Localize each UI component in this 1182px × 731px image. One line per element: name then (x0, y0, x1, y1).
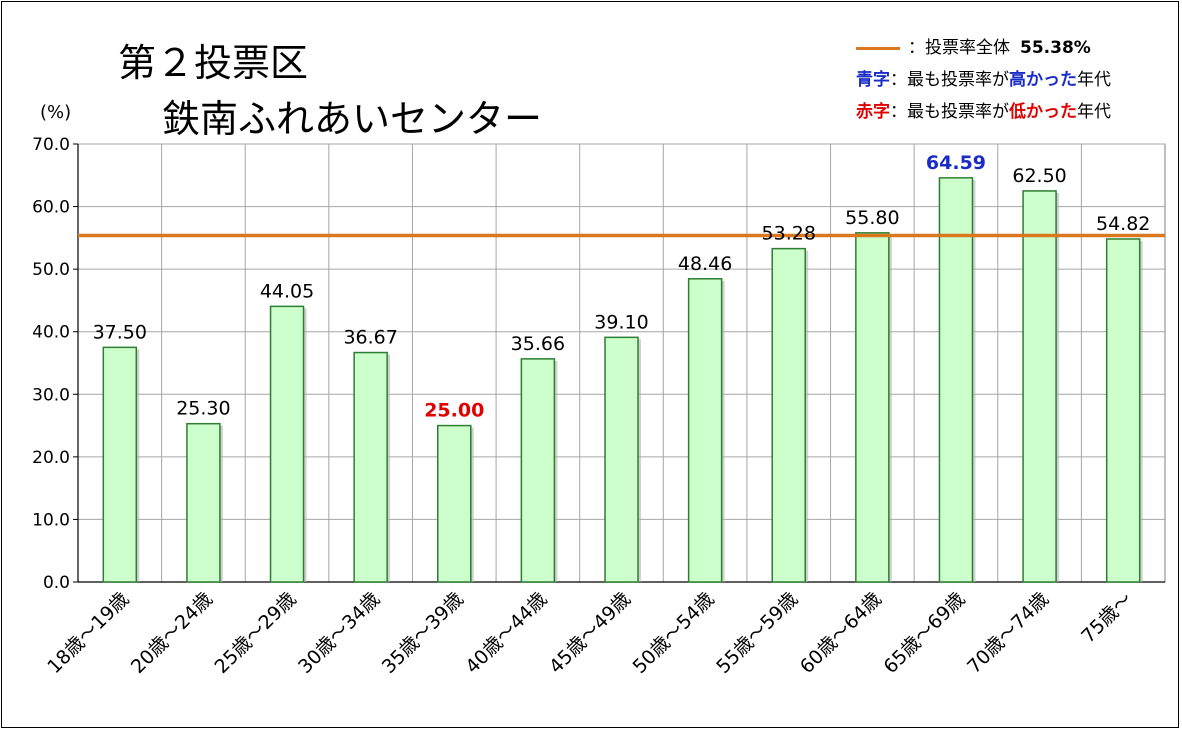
legend-highest: 青字：最も投票率が高かった年代 (856, 64, 1111, 96)
legend-blue-text-1: ：最も投票率が (890, 70, 1009, 90)
x-category-label: 60歳～64歳 (796, 588, 886, 678)
y-ticks: 0.0 10.0 20.0 30.0 40.0 50.0 60.0 70.0 (32, 135, 78, 593)
bar (520, 358, 556, 583)
legend-blue-text-2: 高かった (1009, 70, 1077, 90)
x-category-label: 30歳～34歳 (294, 588, 384, 678)
bar-value-label: 53.28 (762, 223, 816, 245)
x-category-label: 75歳～ (1077, 588, 1137, 648)
bar (604, 336, 639, 583)
chart-subtitle: 鉄南ふれあいセンター (162, 97, 543, 141)
x-category-label: 65歳～69歳 (879, 588, 969, 678)
value-labels: 37.50 25.30 44.05 36.67 25.00 35.66 39.10 48.46… (93, 152, 1151, 422)
x-category-label: 25歳～29歳 (211, 588, 301, 678)
bar-value-label: 62.50 (1012, 165, 1066, 187)
legend-overall-value: 55.38% (1020, 38, 1091, 58)
bars (102, 177, 1143, 583)
bar (353, 351, 388, 583)
bar-value-label: 25.30 (176, 398, 230, 420)
x-category-label: 70歳～74歳 (963, 588, 1053, 678)
legend-lowest: 赤字：最も投票率が低かった年代 (856, 96, 1111, 128)
legend-red-text-1: ：最も投票率が (890, 102, 1009, 122)
bar (938, 177, 974, 583)
legend-red-text-3: 年代 (1077, 102, 1111, 122)
bar-value-label: 35.66 (511, 333, 565, 355)
bar-value-label: 55.80 (845, 207, 899, 229)
bar (1105, 238, 1141, 583)
x-category-label: 50歳～54歳 (629, 588, 719, 678)
x-category-label: 18歳～19歳 (43, 588, 133, 678)
bar-value-label: 25.00 (424, 400, 484, 422)
y-tick-label: 30.0 (32, 385, 70, 405)
legend-blue-key: 青字 (856, 70, 890, 90)
bar (1022, 190, 1057, 583)
y-tick-label: 40.0 (32, 323, 70, 343)
legend-red-key: 赤字 (856, 102, 890, 122)
bar (687, 278, 723, 583)
legend-blue-text-3: 年代 (1077, 70, 1111, 90)
y-tick-label: 50.0 (32, 260, 70, 280)
bar-value-label: 64.59 (926, 152, 986, 174)
bar-value-label: 54.82 (1096, 213, 1150, 235)
legend-overall-label: ：投票率全体 (908, 38, 1010, 58)
legend-red-text-2: 低かった (1009, 102, 1077, 122)
x-category-label: 55歳～59歳 (712, 588, 802, 678)
chart-title: 第２投票区 (118, 41, 309, 85)
bar (437, 424, 472, 583)
x-category-label: 35歳～39歳 (378, 588, 468, 678)
x-category-label: 45歳～49歳 (545, 588, 635, 678)
y-tick-label: 60.0 (32, 198, 70, 218)
bar-value-label: 37.50 (93, 321, 147, 343)
bar (102, 346, 138, 583)
x-category-label: 20歳～24歳 (127, 588, 217, 678)
y-tick-label: 0.0 (43, 573, 70, 593)
legend-overall: ：投票率全体 55.38% (856, 32, 1111, 64)
y-tick-label: 10.0 (32, 510, 70, 530)
x-category-label: 40歳～44歳 (461, 588, 551, 678)
bar-value-label: 36.67 (343, 327, 397, 349)
bar-value-label: 39.10 (594, 311, 648, 333)
bar (186, 422, 221, 583)
bar-value-label: 48.46 (678, 253, 732, 275)
bar-value-label: 44.05 (260, 280, 314, 302)
bar (269, 305, 305, 583)
legend: ：投票率全体 55.38% 青字：最も投票率が高かった年代 赤字：最も投票率が低か… (856, 32, 1111, 128)
bar (771, 247, 806, 583)
y-axis-label: (%) (40, 102, 71, 123)
y-tick-label: 20.0 (32, 448, 70, 468)
bar (855, 232, 890, 583)
y-tick-label: 70.0 (32, 135, 70, 155)
x-ticks: 18歳～19歳20歳～24歳25歳～29歳30歳～34歳35歳～39歳40歳～4… (43, 588, 1136, 678)
legend-line-swatch (856, 46, 900, 50)
